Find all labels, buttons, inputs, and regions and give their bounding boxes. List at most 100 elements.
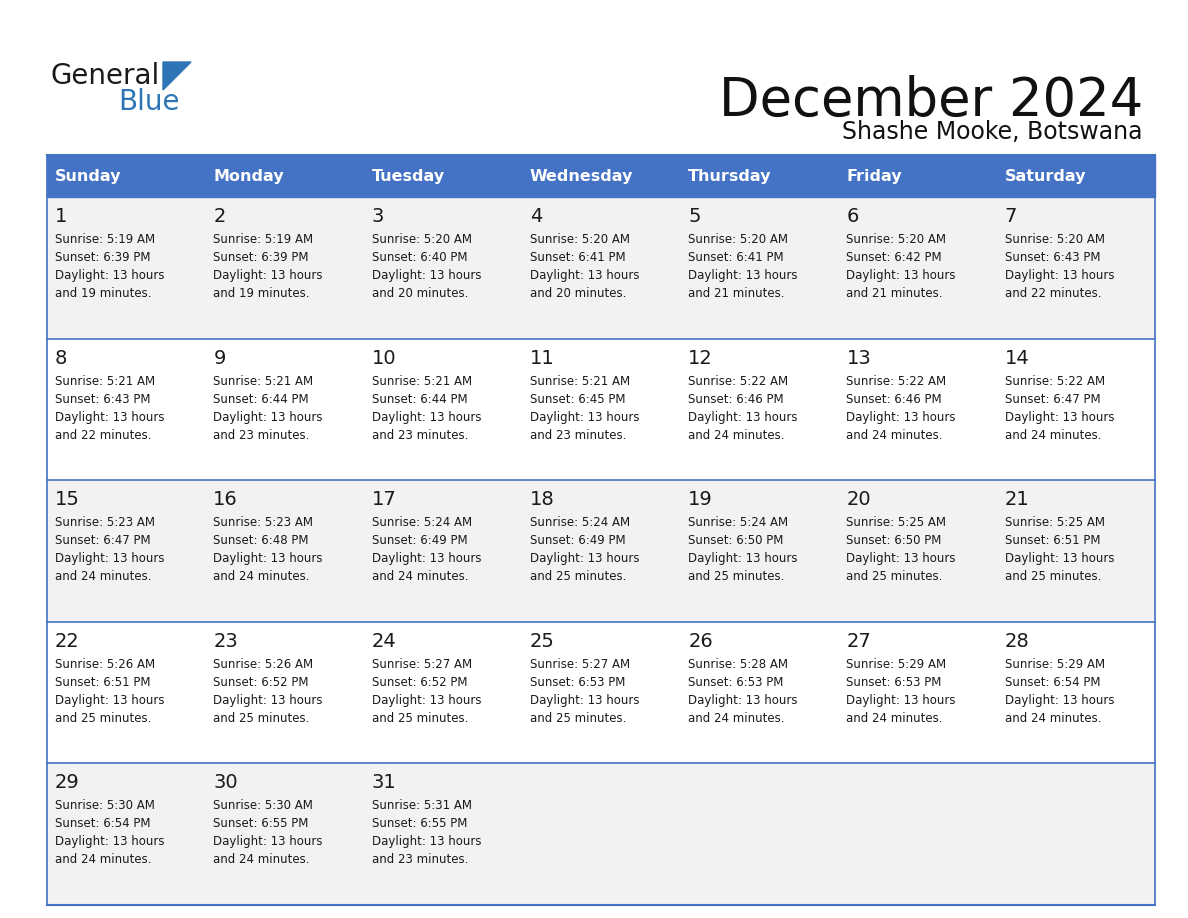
Text: Sunset: 6:41 PM: Sunset: 6:41 PM [530,251,626,264]
Bar [48,155,1155,197]
Text: Sunset: 6:39 PM: Sunset: 6:39 PM [55,251,151,264]
Text: Sunset: 6:48 PM: Sunset: 6:48 PM [214,534,309,547]
Text: Daylight: 13 hours: Daylight: 13 hours [846,269,956,282]
Text: and 20 minutes.: and 20 minutes. [530,287,626,300]
Text: Daylight: 13 hours: Daylight: 13 hours [214,835,323,848]
Text: Sunrise: 5:29 AM: Sunrise: 5:29 AM [1005,658,1105,671]
Text: 14: 14 [1005,349,1030,367]
Text: Daylight: 13 hours: Daylight: 13 hours [372,410,481,423]
Text: Wednesday: Wednesday [530,169,633,184]
Text: Sunset: 6:49 PM: Sunset: 6:49 PM [372,534,467,547]
Text: 12: 12 [688,349,713,367]
Text: 13: 13 [846,349,871,367]
Text: Daylight: 13 hours: Daylight: 13 hours [214,553,323,565]
Text: Sunset: 6:42 PM: Sunset: 6:42 PM [846,251,942,264]
Text: and 25 minutes.: and 25 minutes. [55,711,151,725]
Text: 30: 30 [214,773,238,792]
Text: and 24 minutes.: and 24 minutes. [688,429,784,442]
Text: and 24 minutes.: and 24 minutes. [214,570,310,583]
Text: Sunrise: 5:31 AM: Sunrise: 5:31 AM [372,800,472,812]
Text: 15: 15 [55,490,80,509]
Text: Sunset: 6:53 PM: Sunset: 6:53 PM [846,676,942,688]
Text: Daylight: 13 hours: Daylight: 13 hours [214,269,323,282]
Text: 18: 18 [530,490,555,509]
Text: and 24 minutes.: and 24 minutes. [846,429,943,442]
Text: and 24 minutes.: and 24 minutes. [55,854,152,867]
Text: Sunset: 6:44 PM: Sunset: 6:44 PM [214,393,309,406]
Text: Sunday: Sunday [55,169,121,184]
Text: Daylight: 13 hours: Daylight: 13 hours [1005,410,1114,423]
Text: Sunrise: 5:21 AM: Sunrise: 5:21 AM [214,375,314,387]
Text: Daylight: 13 hours: Daylight: 13 hours [846,410,956,423]
Text: Sunset: 6:45 PM: Sunset: 6:45 PM [530,393,625,406]
Text: December 2024: December 2024 [719,75,1143,127]
Text: 19: 19 [688,490,713,509]
Text: Sunrise: 5:25 AM: Sunrise: 5:25 AM [846,516,947,529]
Text: and 24 minutes.: and 24 minutes. [372,570,468,583]
Text: Sunset: 6:55 PM: Sunset: 6:55 PM [214,817,309,831]
Text: Shashe Mooke, Botswana: Shashe Mooke, Botswana [842,120,1143,144]
Text: Daylight: 13 hours: Daylight: 13 hours [55,694,164,707]
Text: Daylight: 13 hours: Daylight: 13 hours [372,553,481,565]
Text: and 24 minutes.: and 24 minutes. [1005,711,1101,725]
Text: 31: 31 [372,773,397,792]
Text: Sunrise: 5:27 AM: Sunrise: 5:27 AM [530,658,630,671]
Text: and 20 minutes.: and 20 minutes. [372,287,468,300]
Bar [48,621,1155,764]
Bar [48,197,1155,339]
Text: 3: 3 [372,207,384,226]
Text: and 24 minutes.: and 24 minutes. [1005,429,1101,442]
Text: Sunrise: 5:23 AM: Sunrise: 5:23 AM [55,516,154,529]
Text: Friday: Friday [846,169,902,184]
Text: 5: 5 [688,207,701,226]
Text: Sunrise: 5:22 AM: Sunrise: 5:22 AM [846,375,947,387]
Text: 24: 24 [372,632,397,651]
Polygon shape [163,62,191,90]
Text: Sunrise: 5:30 AM: Sunrise: 5:30 AM [214,800,314,812]
Text: Sunrise: 5:20 AM: Sunrise: 5:20 AM [372,233,472,246]
Text: Sunrise: 5:29 AM: Sunrise: 5:29 AM [846,658,947,671]
Bar [48,480,1155,621]
Text: 29: 29 [55,773,80,792]
Text: and 24 minutes.: and 24 minutes. [214,854,310,867]
Text: Sunrise: 5:21 AM: Sunrise: 5:21 AM [530,375,630,387]
Text: Sunset: 6:47 PM: Sunset: 6:47 PM [1005,393,1100,406]
Text: Sunrise: 5:26 AM: Sunrise: 5:26 AM [55,658,156,671]
Text: General: General [50,62,159,90]
Text: 8: 8 [55,349,68,367]
Text: Daylight: 13 hours: Daylight: 13 hours [688,694,797,707]
Text: 6: 6 [846,207,859,226]
Text: Sunrise: 5:20 AM: Sunrise: 5:20 AM [530,233,630,246]
Text: 1: 1 [55,207,68,226]
Text: Daylight: 13 hours: Daylight: 13 hours [1005,269,1114,282]
Text: Tuesday: Tuesday [372,169,444,184]
Text: and 25 minutes.: and 25 minutes. [530,711,626,725]
Text: Sunset: 6:43 PM: Sunset: 6:43 PM [55,393,151,406]
Text: and 23 minutes.: and 23 minutes. [530,429,626,442]
Text: and 22 minutes.: and 22 minutes. [55,429,152,442]
Text: Sunrise: 5:23 AM: Sunrise: 5:23 AM [214,516,314,529]
Text: and 25 minutes.: and 25 minutes. [530,570,626,583]
Text: and 25 minutes.: and 25 minutes. [688,570,784,583]
Text: Sunset: 6:50 PM: Sunset: 6:50 PM [688,534,784,547]
Text: Sunrise: 5:20 AM: Sunrise: 5:20 AM [688,233,788,246]
Text: Sunset: 6:50 PM: Sunset: 6:50 PM [846,534,942,547]
Text: 27: 27 [846,632,871,651]
Text: Sunset: 6:41 PM: Sunset: 6:41 PM [688,251,784,264]
Text: 16: 16 [214,490,238,509]
Text: Daylight: 13 hours: Daylight: 13 hours [1005,553,1114,565]
Text: Sunset: 6:51 PM: Sunset: 6:51 PM [55,676,151,688]
Text: and 25 minutes.: and 25 minutes. [1005,570,1101,583]
Text: Sunset: 6:44 PM: Sunset: 6:44 PM [372,393,467,406]
Text: and 19 minutes.: and 19 minutes. [214,287,310,300]
Text: and 24 minutes.: and 24 minutes. [55,570,152,583]
Text: Sunset: 6:51 PM: Sunset: 6:51 PM [1005,534,1100,547]
Text: 28: 28 [1005,632,1030,651]
Text: Sunset: 6:53 PM: Sunset: 6:53 PM [530,676,625,688]
Text: Sunrise: 5:22 AM: Sunrise: 5:22 AM [688,375,789,387]
Text: Daylight: 13 hours: Daylight: 13 hours [214,694,323,707]
Text: Daylight: 13 hours: Daylight: 13 hours [55,410,164,423]
Text: Daylight: 13 hours: Daylight: 13 hours [530,269,639,282]
Text: and 25 minutes.: and 25 minutes. [214,711,310,725]
Text: Sunset: 6:47 PM: Sunset: 6:47 PM [55,534,151,547]
